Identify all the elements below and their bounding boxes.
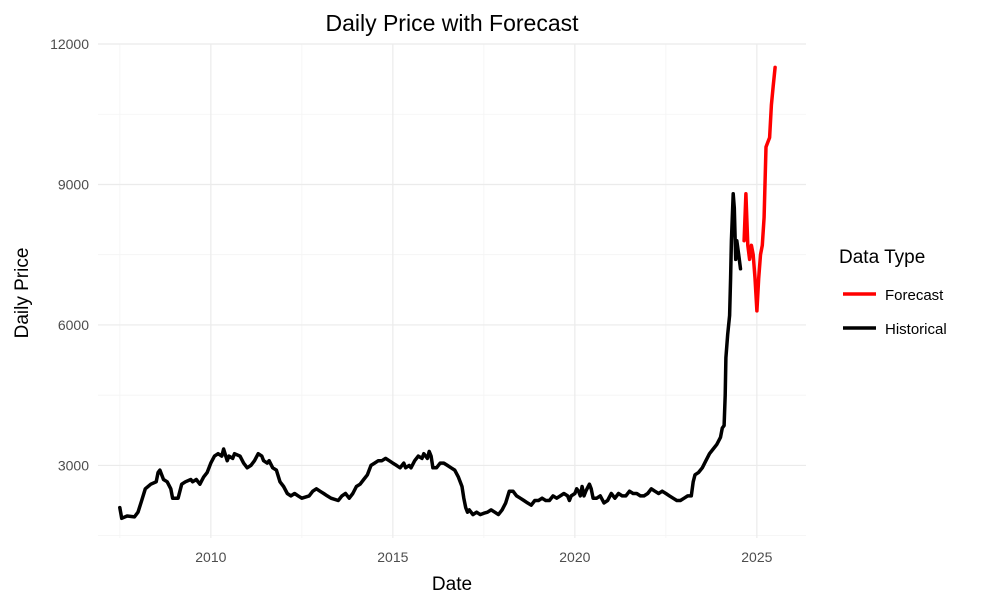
y-tick-label: 12000	[50, 36, 89, 52]
y-axis-title: Daily Price	[12, 248, 33, 339]
series-line-historical	[118, 192, 743, 521]
x-axis-title: Date	[432, 574, 472, 595]
chart-title: Daily Price with Forecast	[325, 10, 579, 36]
legend-label-forecast: Forecast	[885, 287, 944, 304]
x-tick-label: 2010	[195, 549, 226, 565]
y-tick-label: 6000	[58, 317, 89, 333]
x-tick-label: 2020	[559, 549, 590, 565]
x-tick-label: 2025	[741, 549, 772, 565]
y-tick-label: 3000	[58, 457, 89, 473]
y-tick-label: 9000	[58, 176, 89, 192]
series-line-forecast	[742, 65, 777, 313]
legend: Data Type Forecast Historical	[839, 247, 947, 338]
legend-title: Data Type	[839, 247, 925, 268]
x-tick-label: 2015	[377, 549, 408, 565]
tick-labels: 2010 2015 2020 2025 3000 6000 9000 12000	[50, 36, 773, 565]
legend-label-historical: Historical	[885, 321, 947, 338]
grid	[98, 43, 806, 538]
series-layer	[118, 65, 777, 521]
